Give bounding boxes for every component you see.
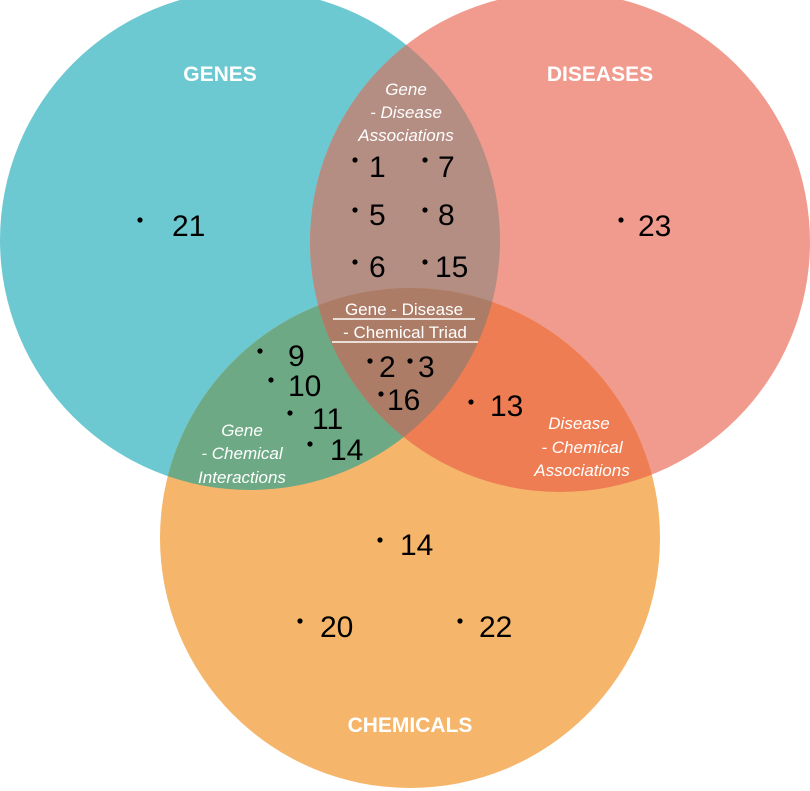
list-item: 6 bbox=[352, 251, 386, 284]
gene-chemical-label-line-1: Gene bbox=[221, 421, 263, 440]
bullet-icon bbox=[468, 399, 474, 405]
disease-chemical-region-label: Disease - Chemical Associations bbox=[533, 414, 630, 480]
item-number: 20 bbox=[320, 611, 353, 644]
item-number: 16 bbox=[387, 384, 420, 417]
gene-disease-label-line-1: Gene bbox=[385, 80, 427, 99]
item-number: 5 bbox=[369, 199, 386, 232]
list-item: 14 bbox=[377, 529, 433, 562]
item-number: 23 bbox=[638, 210, 671, 243]
list-item: 10 bbox=[268, 370, 321, 403]
bullet-icon bbox=[287, 410, 293, 416]
bullet-icon bbox=[377, 537, 383, 543]
item-number: 9 bbox=[288, 340, 305, 373]
gene-chemical-label-line-3: Interactions bbox=[198, 468, 286, 487]
gene-chemical-region-label: Gene - Chemical Interactions bbox=[198, 421, 286, 487]
gene-disease-region-label: Gene - Disease Associations bbox=[357, 80, 454, 145]
disease-chemical-label-line-2: - Chemical bbox=[541, 438, 623, 457]
gene-chemical-label-line-2: - Chemical bbox=[201, 444, 283, 463]
bullet-icon bbox=[422, 157, 428, 163]
bullet-icon bbox=[367, 358, 373, 364]
list-item: 5 bbox=[352, 199, 386, 232]
list-item: 15 bbox=[422, 251, 468, 284]
triad-label-line-1: Gene - Disease bbox=[345, 300, 463, 319]
list-item: 8 bbox=[422, 199, 455, 232]
item-number: 3 bbox=[418, 351, 435, 384]
item-number: 1 bbox=[369, 151, 386, 184]
list-item: 13 bbox=[468, 390, 523, 423]
item-number: 11 bbox=[312, 403, 343, 436]
bullet-icon bbox=[457, 618, 463, 624]
list-item: 11 bbox=[287, 403, 343, 436]
item-number: 6 bbox=[369, 251, 386, 284]
bullet-icon bbox=[352, 157, 358, 163]
bullet-icon bbox=[137, 217, 143, 223]
bullet-icon bbox=[268, 377, 274, 383]
list-item: 2 bbox=[367, 351, 396, 384]
item-number: 22 bbox=[479, 611, 512, 644]
gene-disease-label-line-2: - Disease bbox=[370, 103, 442, 122]
bullet-icon bbox=[422, 259, 428, 265]
bullet-icon bbox=[407, 358, 413, 364]
item-number: 7 bbox=[438, 151, 455, 184]
item-number: 14 bbox=[330, 434, 363, 467]
disease-chemical-label-line-3: Associations bbox=[533, 461, 630, 480]
item-number: 21 bbox=[172, 210, 205, 243]
chemicals-label: CHEMICALS bbox=[348, 714, 473, 737]
list-item: 21 bbox=[137, 210, 205, 243]
bullet-icon bbox=[352, 259, 358, 265]
item-number: 8 bbox=[438, 199, 455, 232]
bullet-icon bbox=[307, 441, 313, 447]
item-number: 14 bbox=[400, 529, 433, 562]
disease-chemical-overlap bbox=[310, 288, 660, 492]
gene-chemical-overlap bbox=[160, 288, 500, 490]
bullet-icon bbox=[297, 618, 303, 624]
list-item: 3 bbox=[407, 351, 435, 384]
item-number: 13 bbox=[490, 390, 523, 423]
bullet-icon bbox=[378, 391, 384, 397]
bullet-icon bbox=[352, 207, 358, 213]
disease-chemical-label-line-1: Disease bbox=[548, 414, 609, 433]
bullet-icon bbox=[618, 217, 624, 223]
item-number: 10 bbox=[288, 370, 321, 403]
bullet-icon bbox=[422, 207, 428, 213]
list-item: 9 bbox=[257, 340, 305, 373]
gene-disease-label-line-3: Associations bbox=[357, 126, 454, 145]
genes-label: GENES bbox=[183, 63, 257, 86]
item-number: 15 bbox=[435, 251, 468, 284]
item-number: 2 bbox=[379, 351, 396, 384]
diseases-label: DISEASES bbox=[547, 63, 653, 86]
list-item: 16 bbox=[378, 384, 420, 417]
triad-region-label: Gene - Disease - Chemical Triad bbox=[332, 300, 478, 343]
list-item: 20 bbox=[297, 611, 353, 644]
list-item: 1 bbox=[352, 151, 386, 184]
list-item: 22 bbox=[457, 611, 512, 644]
bullet-icon bbox=[257, 348, 263, 354]
list-item: 7 bbox=[422, 151, 455, 184]
list-item: 14 bbox=[307, 434, 363, 467]
list-item: 23 bbox=[618, 210, 671, 243]
triad-label-line-2: - Chemical Triad bbox=[343, 323, 467, 342]
